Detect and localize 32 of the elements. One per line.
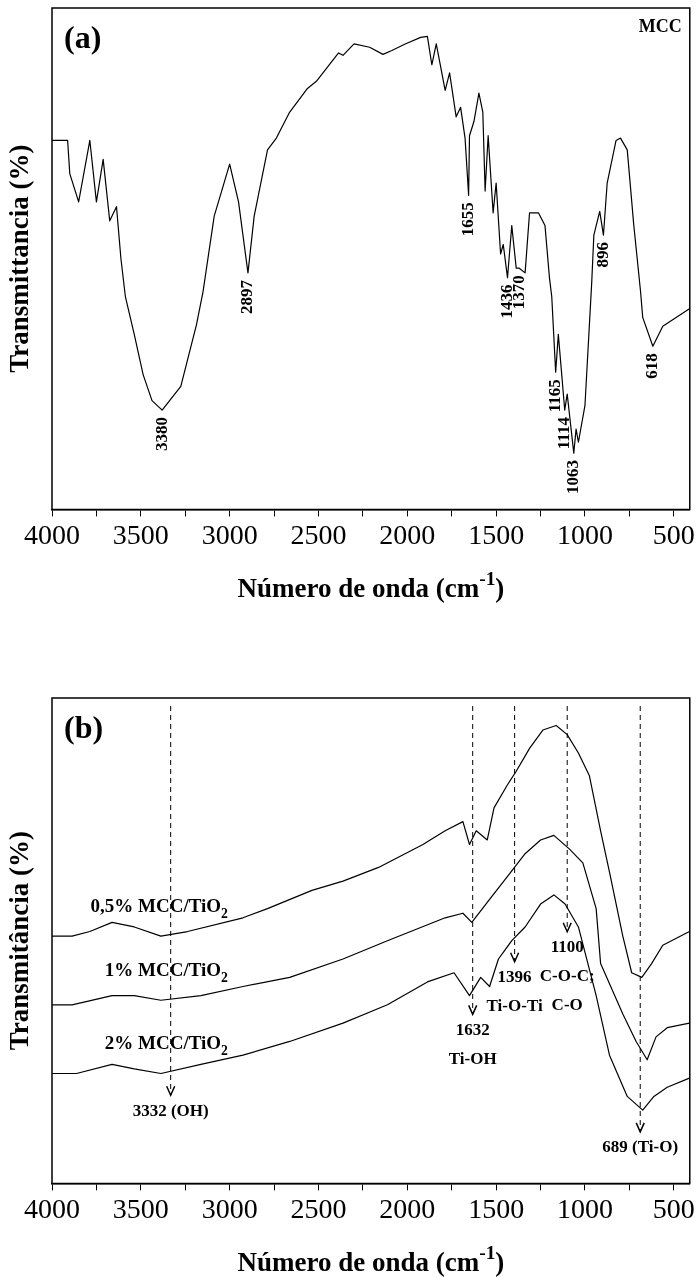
x-tick-label: 500 xyxy=(652,1192,695,1224)
ref-line-label: 1632 Ti-OH xyxy=(448,1019,497,1068)
chart-title: (b) xyxy=(64,709,104,745)
ref-line-label: 3332 (OH) xyxy=(132,1100,209,1120)
x-tick-label: 500 xyxy=(652,518,695,550)
x-tick-label: 1000 xyxy=(556,1192,613,1224)
text: MCC xyxy=(638,16,682,36)
annotation: 3380 xyxy=(151,417,171,452)
x-tick-label: 2500 xyxy=(290,1192,347,1224)
y-axis-title: Transmitância (%) xyxy=(4,831,34,1051)
annotation: 1063 xyxy=(563,460,583,495)
annotation: 1114 xyxy=(554,416,574,450)
y-axis-title: Transmittancia (%) xyxy=(4,144,34,373)
x-tick-label: 1500 xyxy=(468,518,525,550)
x-tick-label: 4000 xyxy=(24,1192,80,1224)
annotation: 618 xyxy=(642,353,662,379)
x-tick-label: 4000 xyxy=(24,518,80,550)
x-tick-label: 3000 xyxy=(201,518,258,550)
chart-title: (a) xyxy=(64,19,102,55)
annotation: 2897 xyxy=(237,279,257,314)
x-tick-label: 1000 xyxy=(556,518,613,550)
x-tick-label: 1500 xyxy=(468,1192,525,1224)
x-tick-label: 3500 xyxy=(112,518,169,550)
annotation: 1655 xyxy=(458,202,477,237)
annotation: 896 xyxy=(592,242,612,268)
x-tick-label: 3000 xyxy=(201,1192,258,1224)
ref-line-label: 689 (Ti-O) xyxy=(602,1137,679,1157)
x-tick-label: 2000 xyxy=(379,518,436,550)
x-tick-label: 2000 xyxy=(379,1192,436,1224)
annotation: 1165 xyxy=(545,379,565,413)
x-tick-label: 3500 xyxy=(112,1192,169,1224)
x-tick-label: 2500 xyxy=(290,518,347,550)
